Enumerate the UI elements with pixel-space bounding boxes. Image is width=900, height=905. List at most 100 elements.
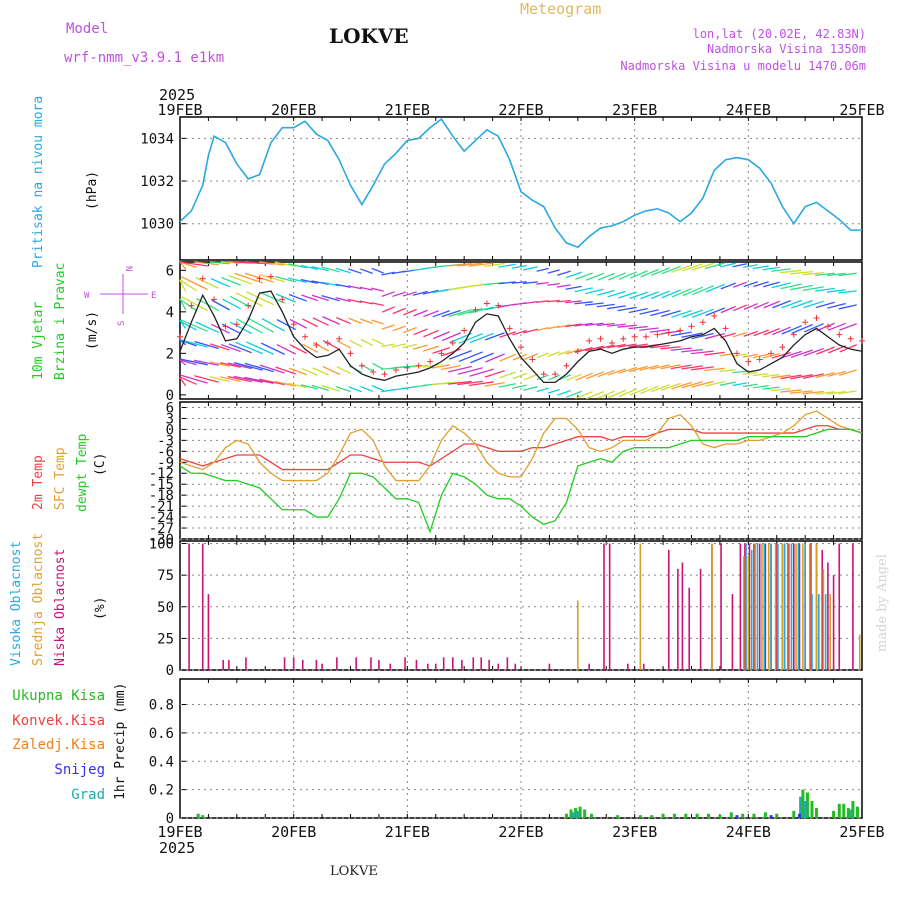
ytick-label-temp: -9: [157, 455, 174, 471]
wind-arrow: [617, 306, 637, 312]
wind-arrow: [483, 262, 505, 267]
wind-arrow: [312, 342, 329, 352]
date-label-bottom: 22FEB: [498, 823, 543, 841]
date-label-top: 21FEB: [385, 101, 430, 119]
ytick-label-wind: 2: [166, 346, 174, 362]
wind-arrow: [661, 382, 681, 391]
ytick-label-precip: 0.4: [149, 754, 174, 770]
wind-gust-mark: [620, 335, 627, 342]
wind-arrow: [423, 329, 439, 338]
wind-arrow: [762, 373, 780, 378]
wind-arrow: [523, 266, 538, 271]
wind-arrow: [335, 296, 351, 303]
wind-arrow: [547, 299, 560, 303]
wind-arrow: [597, 289, 615, 296]
precip-bar: [564, 813, 568, 818]
ytick-label-wind: 6: [166, 263, 174, 279]
coords-text: lon,lat (20.02E, 42.83N): [693, 27, 866, 41]
wind-arrow: [300, 384, 318, 390]
wind-arrow: [447, 262, 472, 267]
wind-arrow: [753, 301, 769, 310]
wind-arrow: [179, 376, 197, 385]
wind-gust-mark: [415, 362, 422, 369]
wind-arrow: [771, 352, 791, 359]
wind-arrow: [311, 294, 329, 302]
wind-gust-mark: [347, 350, 354, 357]
ytick-label-wind: 0: [166, 388, 174, 404]
wind-arrow: [431, 364, 450, 369]
wind-arrow: [468, 262, 494, 267]
precip-bar: [803, 800, 807, 818]
wind-arrow: [640, 291, 659, 300]
wind-arrow: [360, 268, 373, 275]
precip-bar: [752, 813, 756, 818]
year-label-bottom: 2025: [159, 839, 195, 857]
wind-arrow: [288, 382, 307, 389]
wind-arrow: [311, 265, 329, 272]
wind-arrow: [691, 262, 714, 271]
date-label-bottom: 23FEB: [612, 823, 657, 841]
wind-arrow: [639, 364, 659, 371]
wind-gust-mark: [847, 335, 854, 342]
precip-bar: [815, 808, 819, 818]
wind-arrow: [259, 364, 285, 374]
wind-arrow: [608, 389, 626, 399]
wind-arrow: [312, 367, 329, 376]
precip-bar: [741, 813, 745, 818]
precip-bar: [832, 810, 836, 818]
wind-arrow: [221, 276, 241, 286]
ytick-label-temp: -24: [149, 510, 174, 526]
wind-arrow: [469, 368, 494, 377]
wind-arrow: [449, 349, 472, 360]
model-label: Model: [66, 21, 108, 37]
wind-arrow: [565, 271, 582, 279]
wind-arrow: [457, 307, 483, 316]
wind-arrow: [575, 391, 593, 400]
wind-gust-mark: [643, 333, 650, 340]
wind-arrow: [228, 274, 252, 285]
precip-bar: [574, 808, 578, 818]
wind-arrow: [650, 384, 670, 393]
wind-gust-mark: [370, 369, 377, 376]
wind-arrow: [458, 333, 483, 344]
wind-arrow: [441, 348, 461, 357]
wind-arrow: [457, 380, 483, 386]
temp-ylabel: 2m Temp SFC Temp dewpt Temp (C): [31, 434, 108, 512]
wind-arrow: [547, 282, 560, 286]
product-title: Meteogram: [520, 0, 601, 18]
wind-arrow: [597, 272, 615, 281]
wind-gust-mark: [529, 356, 536, 363]
wind-arrow: [301, 294, 318, 302]
wind-arrow: [412, 344, 428, 350]
high-cloud-label: Visoka Oblacnost: [9, 541, 24, 666]
wind-arrow: [584, 322, 604, 327]
wind-arrow: [597, 390, 615, 399]
wind-gust-mark: [665, 329, 672, 336]
wind-arrow: [403, 308, 417, 316]
wind-arrow: [556, 324, 571, 329]
wind-arrow: [719, 352, 736, 357]
wind-arrow: [803, 323, 824, 333]
wind-arrow: [312, 317, 329, 326]
wind-arrow: [649, 344, 670, 349]
wind-arrow: [681, 365, 703, 370]
wind-gust-mark: [438, 350, 445, 357]
precip-bar: [589, 813, 593, 818]
wind-arrow: [484, 332, 505, 341]
wind-arrow: [229, 321, 252, 335]
wind-arrow: [179, 339, 197, 347]
precip-unit: 1hr Precip (mm): [113, 683, 128, 800]
wind-gust-mark: [813, 315, 820, 322]
wind-arrow: [179, 374, 208, 384]
wind-arrow: [827, 322, 846, 331]
wind-arrow: [227, 362, 252, 370]
wind-arrow: [227, 375, 252, 383]
wind-gust-mark: [222, 323, 229, 330]
wind-arrow: [547, 388, 560, 394]
panels: 1030103210340246630-3-6-9-12-15-18-21-24…: [140, 116, 863, 827]
precip-bar: [837, 803, 841, 818]
dewpt-label: dewpt Temp: [75, 434, 90, 512]
wind-arrow: [566, 390, 582, 398]
precip-bar: [672, 813, 676, 818]
wind-gust-mark: [722, 325, 729, 332]
